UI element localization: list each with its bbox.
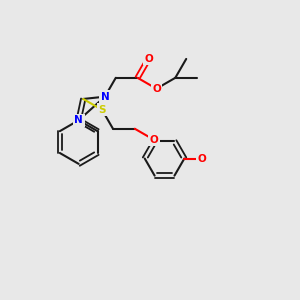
- Text: N: N: [100, 92, 109, 102]
- Text: O: O: [197, 154, 206, 164]
- Text: S: S: [98, 105, 106, 115]
- Text: O: O: [152, 84, 161, 94]
- Text: O: O: [149, 135, 158, 145]
- Text: N: N: [74, 115, 83, 125]
- Text: O: O: [144, 54, 153, 64]
